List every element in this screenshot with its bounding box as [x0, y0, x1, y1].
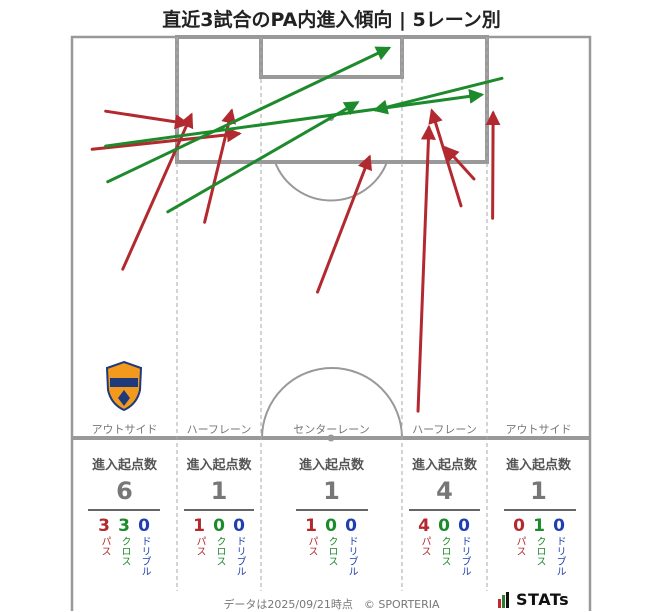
type-breakdown: 1 パス 0 クロス 0 ドリブル — [184, 516, 254, 576]
pass-label: パス — [514, 536, 525, 556]
cross-arrow — [104, 88, 485, 148]
pass-arrow — [416, 124, 436, 413]
pass-label: パス — [306, 536, 317, 556]
dribble-label: ドリブル — [459, 536, 470, 576]
dribble-count: 0 — [553, 516, 565, 536]
pass-count: 3 — [98, 516, 110, 536]
type-breakdown: 4 パス 0 クロス 0 ドリブル — [409, 516, 479, 576]
cross-count: 0 — [438, 516, 450, 536]
stat-divider — [296, 509, 368, 511]
dribble-count: 0 — [458, 516, 470, 536]
pass-label: パス — [99, 536, 110, 556]
stat-header: 進入起点数 — [186, 458, 252, 473]
cross-arrow — [106, 46, 392, 184]
lane-label-outside-right: アウトサイド — [505, 423, 572, 436]
stat-divider — [504, 509, 576, 511]
pass-count: 4 — [418, 516, 430, 536]
cross-arrow — [166, 101, 360, 214]
lane-dividers — [176, 37, 488, 591]
stat-header: 進入起点数 — [505, 458, 571, 473]
entry-count: 4 — [436, 477, 453, 505]
entry-count: 1 — [323, 477, 340, 505]
chart-title: 直近3試合のPA内進入傾向 | 5レーン別 — [162, 9, 501, 31]
type-breakdown: 1 パス 0 クロス 0 ドリブル — [296, 516, 366, 576]
pass-label: パス — [419, 536, 430, 556]
cross-label: クロス — [214, 536, 225, 566]
cross-label: クロス — [326, 536, 337, 566]
team-crest — [105, 360, 143, 412]
lane-label-halfspace-right: ハーフレーン — [412, 423, 477, 436]
cross-label: クロス — [439, 536, 450, 566]
entry-count: 6 — [116, 477, 133, 505]
pass-arrow — [316, 154, 373, 294]
cross-arrow — [372, 76, 504, 115]
pass-arrow — [443, 145, 476, 181]
lane-label-halfspace-left: ハーフレーン — [186, 423, 252, 436]
cross-label: クロス — [534, 536, 545, 566]
dribble-label: ドリブル — [554, 536, 565, 576]
pass-arrow — [104, 109, 190, 130]
stat-divider — [184, 509, 254, 511]
stat-header: 進入起点数 — [91, 458, 157, 473]
dribble-count: 0 — [345, 516, 357, 536]
pass-count: 1 — [305, 516, 317, 536]
stat-header: 進入起点数 — [411, 458, 477, 473]
entry-arrows — [90, 46, 504, 413]
center-circle — [261, 367, 403, 439]
stats-logo-text: STATs — [516, 590, 570, 609]
pass-arrow — [485, 110, 501, 220]
cross-count: 0 — [325, 516, 337, 536]
goal-area — [259, 35, 404, 79]
lane-label-center: センターレーン — [293, 423, 370, 436]
stat-divider — [88, 509, 160, 511]
entry-count: 1 — [210, 477, 228, 505]
dribble-label: ドリブル — [139, 536, 150, 576]
pass-count: 0 — [513, 516, 525, 536]
lane-label-outside-left: アウトサイド — [91, 423, 158, 436]
stats-logo: STATs — [498, 590, 569, 609]
cross-label: クロス — [119, 536, 130, 566]
dribble-label: ドリブル — [234, 536, 245, 576]
dribble-label: ドリブル — [346, 536, 357, 576]
dribble-count: 0 — [233, 516, 245, 536]
cross-count: 3 — [118, 516, 130, 536]
pass-label: パス — [194, 536, 205, 556]
pass-arrow — [90, 127, 242, 151]
cross-count: 0 — [213, 516, 225, 536]
stat-divider — [409, 509, 480, 511]
type-breakdown: 0 パス 1 クロス 0 ドリブル — [504, 516, 574, 576]
type-breakdown: 3 パス 3 クロス 0 ドリブル — [89, 516, 159, 576]
data-footer: データは2025/09/21時点 © SPORTERIA — [223, 598, 440, 611]
cross-count: 1 — [533, 516, 545, 536]
stats-logo-icon — [498, 591, 509, 608]
pass-count: 1 — [193, 516, 205, 536]
dribble-count: 0 — [138, 516, 150, 536]
entry-count: 1 — [530, 477, 547, 505]
penalty-arc — [274, 161, 388, 202]
center-spot — [327, 434, 335, 442]
stat-header: 進入起点数 — [298, 458, 364, 473]
